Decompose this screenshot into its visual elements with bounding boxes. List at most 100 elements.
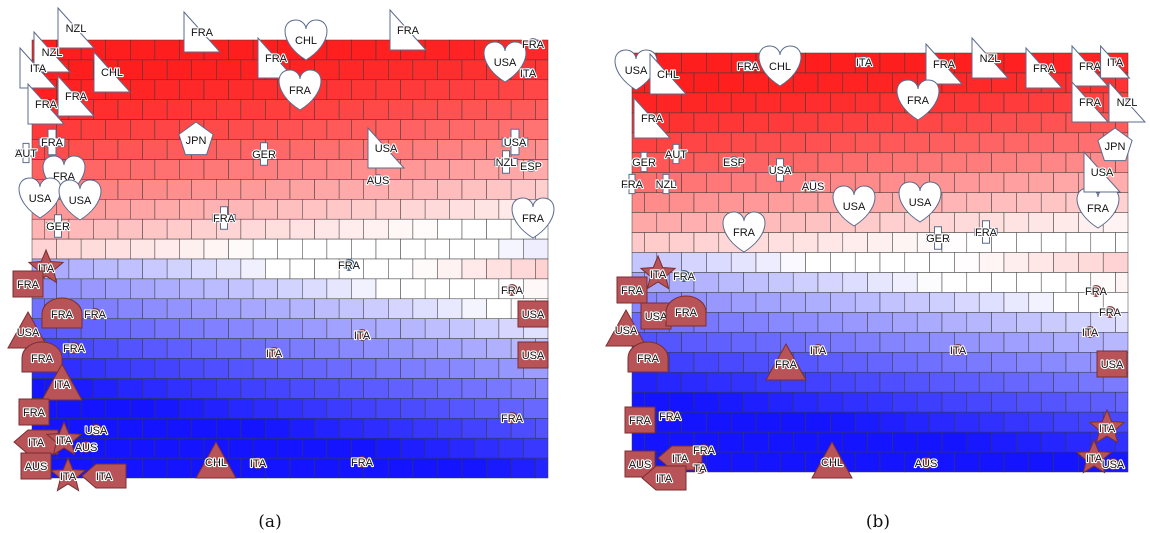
- glyph-label: AUS: [25, 461, 48, 473]
- glyph-label: FRA: [17, 279, 40, 291]
- cross-icon: [621, 173, 643, 195]
- panel-b-brick: [780, 212, 806, 233]
- panel-a-brick: [289, 139, 315, 160]
- panel-b-brick: [1016, 312, 1042, 333]
- glyph-pent-jpn: JPN: [1097, 127, 1133, 162]
- glyph-circ-ita: ITA: [949, 344, 968, 358]
- panel-a-brick: [437, 298, 463, 319]
- panel-a-brick: [130, 199, 156, 220]
- panel-a-brick: [105, 159, 131, 180]
- panel-b-brick: [879, 132, 906, 154]
- glyph-cross-ger: GER: [925, 226, 951, 250]
- panel-b-brick: [792, 272, 819, 293]
- glyph-label: GER: [252, 149, 276, 161]
- heart-icon: [284, 19, 328, 61]
- tri-icon: [93, 50, 132, 93]
- panel-a-brick: [203, 358, 229, 379]
- glyph-label: ITA: [56, 435, 73, 447]
- panel-a-brick: [535, 139, 549, 160]
- panel-a-brick: [302, 199, 328, 220]
- tri-icon: [57, 74, 96, 117]
- panel-b-brick: [991, 431, 1017, 453]
- panel-a-brick: [474, 358, 500, 379]
- glyph-label: CHL: [295, 35, 317, 47]
- glyph-circ-fra: FRA: [672, 270, 697, 284]
- panel-a-brick: [351, 199, 377, 220]
- panel-b-brick: [941, 312, 968, 333]
- glyph-label: USA: [1102, 459, 1125, 471]
- panel-a-brick: [510, 179, 536, 200]
- panel-a-brick: [486, 298, 512, 319]
- tri-icon: [1071, 80, 1110, 123]
- panel-a-brick: [289, 378, 315, 399]
- panel-a-brick: [486, 457, 512, 479]
- panel-b-brick: [879, 451, 906, 473]
- glyph-label: FRA: [659, 411, 682, 423]
- panel-b-brick: [966, 391, 992, 413]
- panel-a-brick: [203, 79, 229, 100]
- panel-a-brick: [265, 179, 291, 200]
- panel-a-brick: [265, 258, 291, 280]
- glyph-diam-ita: ITA: [13, 429, 59, 455]
- panel-b-brick: [1016, 192, 1042, 213]
- panel-a-brick: [228, 119, 254, 140]
- panel-b-brick: [644, 431, 670, 453]
- glyph-label: ITA: [656, 473, 673, 485]
- panel-b-brick: [768, 232, 794, 253]
- panel-b-brick: [792, 112, 819, 134]
- panel-b-brick: [1053, 172, 1079, 193]
- glyph-label: USA: [522, 309, 545, 321]
- panel-a-brick: [474, 79, 500, 100]
- glyph-circ-fra: FRA: [350, 456, 375, 470]
- glyph-label: FRA: [191, 27, 214, 39]
- glyph-label: ITA: [950, 345, 967, 357]
- glyph-circ-ita: ITA: [249, 457, 268, 471]
- panel-b-brick: [755, 451, 782, 473]
- panel-b-brick: [817, 72, 844, 94]
- panel-a-brick: [424, 199, 450, 220]
- panel-b-brick: [1028, 371, 1054, 393]
- panel-a-brick: [449, 199, 475, 220]
- panel-a-brick: [105, 318, 131, 339]
- circ-icon: [68, 342, 80, 354]
- glyph-tri-usa: USA: [367, 126, 406, 169]
- panel-a-brick: [252, 79, 278, 100]
- circ-icon: [952, 344, 964, 356]
- dome-icon: [627, 341, 669, 373]
- circ-icon: [858, 56, 870, 68]
- panel-b-brick: [991, 391, 1017, 413]
- panel-b-brick: [1053, 252, 1079, 273]
- panel-a-brick: [80, 398, 106, 419]
- glyph-label: USA: [17, 327, 40, 339]
- panel-b-brick: [867, 312, 893, 333]
- panel-b-brick: [768, 391, 794, 413]
- panel-b-brick: [1102, 252, 1129, 273]
- panel-a-brick: [179, 398, 205, 419]
- star-icon: [1075, 438, 1113, 474]
- panel-b-brick: [1003, 332, 1030, 353]
- panel-b-brick: [929, 252, 955, 273]
- glyph-label: CHL: [821, 457, 843, 469]
- glyph-sq-usa: USA: [517, 341, 549, 369]
- glyph-label: USA: [1101, 359, 1124, 371]
- tri-icon: [41, 362, 83, 401]
- glyph-label: FRA: [501, 285, 524, 297]
- panel-b-brick: [1028, 292, 1054, 313]
- circ-icon: [525, 160, 537, 172]
- panel-a-brick: [412, 99, 438, 120]
- panel-b-brick: [817, 112, 844, 134]
- heart-icon: [758, 45, 802, 87]
- panel-b-brick: [805, 212, 831, 233]
- glyph-circ-fra: FRA: [692, 444, 717, 458]
- panel-a-brick: [117, 218, 143, 240]
- panel-a-brick: [191, 338, 217, 359]
- panel-b-brick: [830, 252, 856, 273]
- panel-a-brick: [363, 378, 389, 399]
- panel-a-brick: [130, 278, 156, 300]
- panel-a-brick: [31, 378, 45, 399]
- panel-a-brick: [117, 338, 143, 359]
- panel-b-brick: [805, 52, 831, 74]
- panel-a-brick: [289, 457, 315, 479]
- panel-b-brick: [1040, 192, 1067, 213]
